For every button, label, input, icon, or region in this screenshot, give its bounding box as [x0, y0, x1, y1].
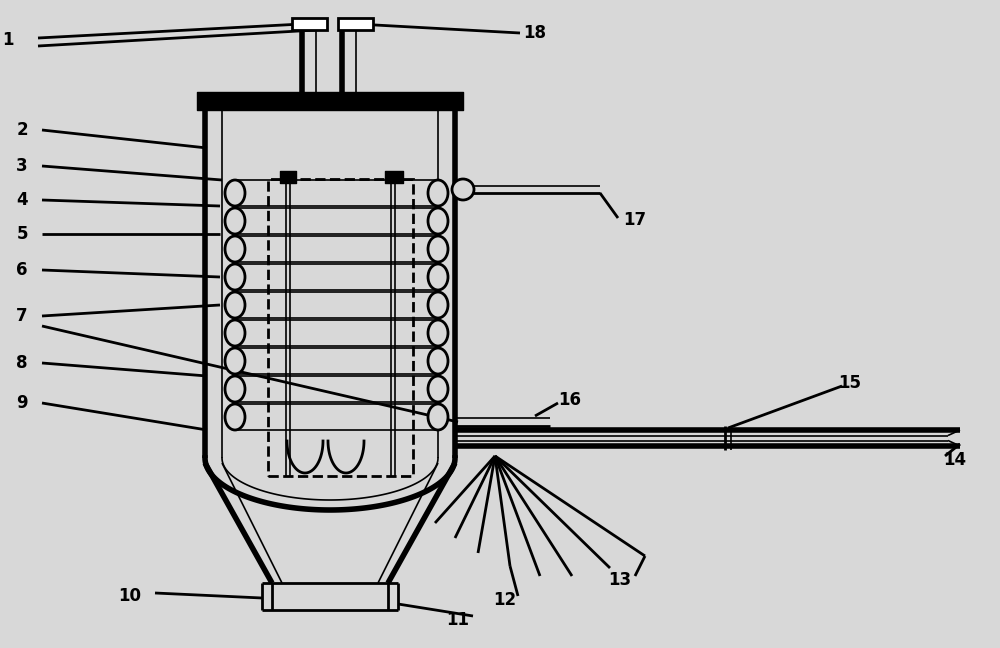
Ellipse shape: [225, 264, 245, 290]
Text: 12: 12: [493, 591, 517, 609]
Text: 4: 4: [16, 191, 28, 209]
Ellipse shape: [428, 376, 448, 402]
Ellipse shape: [428, 404, 448, 430]
Bar: [268, 179, 413, 476]
Ellipse shape: [428, 292, 448, 318]
Text: 8: 8: [16, 354, 28, 372]
Ellipse shape: [428, 180, 448, 206]
Bar: [292, 18, 327, 30]
Ellipse shape: [428, 236, 448, 262]
Text: 10: 10: [119, 587, 142, 605]
Text: 15: 15: [838, 374, 862, 392]
Text: 7: 7: [16, 307, 28, 325]
Text: 16: 16: [558, 391, 582, 409]
Ellipse shape: [225, 180, 245, 206]
Ellipse shape: [225, 376, 245, 402]
Ellipse shape: [225, 348, 245, 374]
Ellipse shape: [225, 208, 245, 234]
Text: 5: 5: [16, 225, 28, 243]
Bar: [338, 18, 373, 30]
Ellipse shape: [428, 208, 448, 234]
Text: 13: 13: [608, 571, 632, 589]
Ellipse shape: [225, 236, 245, 262]
Ellipse shape: [428, 264, 448, 290]
Ellipse shape: [428, 320, 448, 346]
Ellipse shape: [225, 320, 245, 346]
Text: 17: 17: [623, 211, 647, 229]
Text: 11: 11: [446, 611, 470, 629]
Ellipse shape: [225, 404, 245, 430]
Text: 9: 9: [16, 394, 28, 412]
Text: 6: 6: [16, 261, 28, 279]
Ellipse shape: [452, 179, 474, 200]
Ellipse shape: [428, 348, 448, 374]
Text: 18: 18: [524, 24, 546, 42]
Text: 14: 14: [943, 451, 967, 469]
Ellipse shape: [225, 292, 245, 318]
Text: 2: 2: [16, 121, 28, 139]
Text: 1: 1: [2, 31, 14, 49]
Text: 3: 3: [16, 157, 28, 175]
